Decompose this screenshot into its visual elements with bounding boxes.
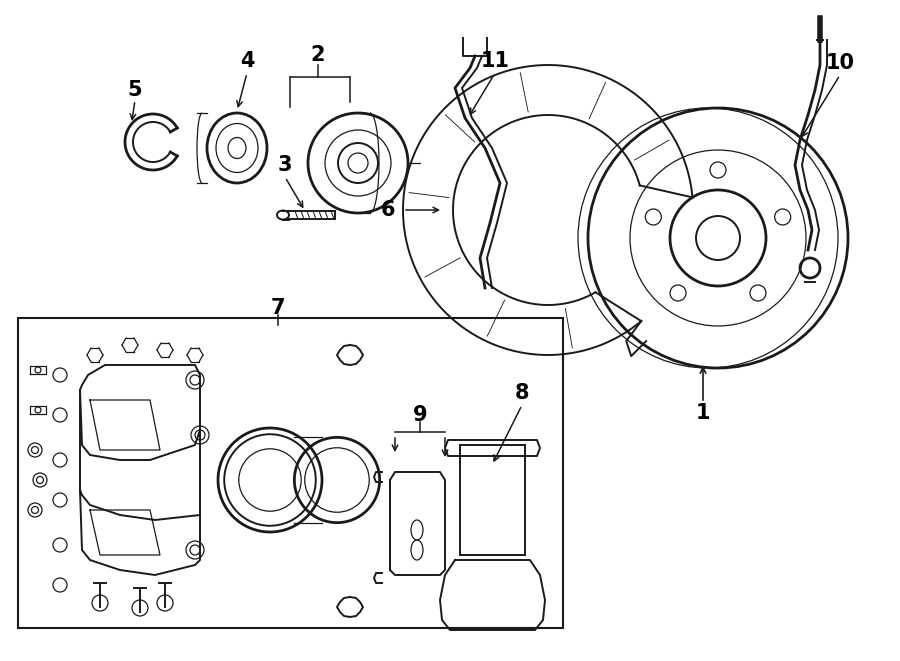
- Text: 9: 9: [413, 405, 428, 425]
- Text: 4: 4: [239, 51, 254, 71]
- Text: 11: 11: [481, 51, 509, 71]
- Text: 1: 1: [696, 403, 710, 423]
- Text: 3: 3: [278, 155, 293, 175]
- Text: 5: 5: [128, 80, 142, 100]
- Text: 8: 8: [515, 383, 529, 403]
- Bar: [460, 445, 525, 555]
- Text: 2: 2: [310, 45, 325, 65]
- Text: 6: 6: [381, 200, 395, 220]
- Text: 7: 7: [271, 298, 285, 318]
- Bar: [18, 318, 563, 628]
- Text: 10: 10: [825, 53, 854, 73]
